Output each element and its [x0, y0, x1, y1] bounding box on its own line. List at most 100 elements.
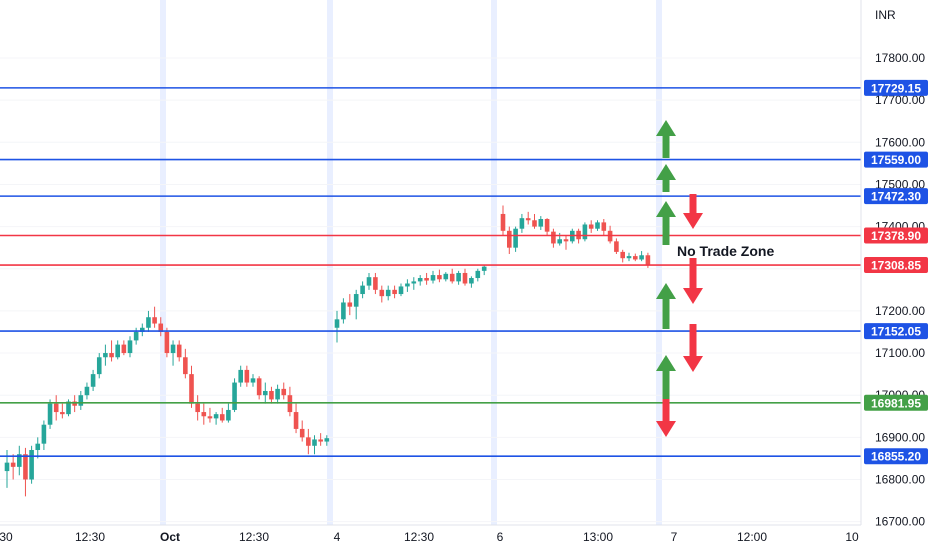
candle-body [519, 218, 525, 229]
level-label-3: 17378.90 [871, 229, 921, 243]
candle-34 [213, 412, 219, 425]
level-label-bg-7 [864, 448, 928, 465]
candle-48 [299, 420, 305, 442]
candle-10 [66, 399, 71, 417]
candle-body [614, 241, 619, 252]
level-label-bg-1 [864, 151, 928, 168]
candle-50 [312, 435, 317, 455]
candle-84 [544, 218, 550, 236]
candle-82 [532, 213, 537, 229]
candle-body [417, 278, 423, 282]
candle-body [263, 390, 268, 396]
candle-body [469, 278, 474, 284]
candle-body [449, 273, 455, 282]
candle-83 [538, 216, 544, 230]
candle-33 [207, 407, 213, 423]
x-tick-10: 10 [845, 530, 859, 544]
candle-body [318, 439, 323, 442]
session-band-1 [327, 0, 333, 525]
candle-7 [47, 399, 53, 429]
candle-body [334, 319, 340, 328]
y-tick-10: 16800.00 [875, 473, 925, 487]
candle-20 [127, 336, 133, 358]
candle-70 [443, 272, 449, 282]
candle-body [601, 222, 607, 231]
candle-body [195, 403, 200, 413]
candle-body [35, 443, 41, 450]
candle-19 [121, 340, 127, 356]
candle-87 [563, 235, 569, 250]
candle-67 [424, 272, 429, 285]
x-tick-2: Oct [160, 530, 180, 544]
candle-72 [456, 270, 461, 285]
candle-24 [152, 306, 157, 328]
candle-32 [201, 403, 207, 425]
candle-body [127, 340, 133, 354]
candle-58 [366, 272, 372, 290]
candle-47 [293, 403, 299, 434]
candle-body [392, 289, 397, 295]
level-label-2: 17472.30 [871, 190, 921, 204]
candle-4 [29, 445, 34, 484]
candle-body [238, 369, 243, 383]
candle-body [164, 331, 170, 354]
candle-92 [595, 220, 600, 231]
time-axis[interactable]: 30 12:30 Oct 12:30 4 12:30 6 13:00 7 12:00 10 [0, 530, 859, 544]
candle-body [256, 378, 262, 396]
candle-body [405, 283, 410, 287]
candle-25 [158, 317, 164, 337]
candle-5 [35, 437, 41, 459]
candle-body [639, 255, 644, 260]
grid-lines [0, 57, 861, 523]
currency-label: INR [875, 8, 896, 22]
candle-body [66, 401, 71, 415]
candle-body [645, 255, 651, 265]
candle-46 [287, 386, 293, 417]
arrow-down-0 [683, 194, 703, 229]
level-lines [0, 87, 861, 458]
candle-body [513, 228, 518, 248]
candle-36 [226, 403, 231, 423]
candle-body [299, 428, 305, 438]
y-tick-0: 17800.00 [875, 51, 925, 65]
candle-body [360, 285, 365, 295]
level-label-bg-2 [864, 188, 928, 205]
candle-body [385, 289, 391, 297]
candle-body [170, 344, 176, 354]
candle-body [140, 327, 145, 332]
candle-body [201, 412, 207, 417]
candle-body [353, 294, 359, 307]
candle-75 [475, 268, 481, 282]
y-tick-3: 17500.00 [875, 177, 925, 191]
candle-body [312, 439, 317, 446]
y-tick-6: 17200.00 [875, 304, 925, 318]
level-label-bg-0 [864, 79, 928, 96]
candle-body [226, 409, 231, 421]
candle-body [250, 378, 256, 383]
candle-body [398, 286, 404, 295]
candle-29 [183, 348, 188, 379]
candle-44 [275, 384, 280, 404]
candle-28 [176, 340, 182, 362]
candle-21 [133, 327, 139, 345]
x-tick-7: 13:00 [583, 530, 613, 544]
candle-body [551, 231, 556, 244]
candle-body [103, 353, 108, 358]
level-label-bg-3 [864, 227, 928, 244]
candle-26 [164, 327, 170, 358]
candle-body [456, 272, 461, 282]
arrow-up-2 [656, 201, 676, 245]
candle-body [443, 273, 449, 280]
arrow-down-3 [656, 399, 676, 437]
candle-55 [347, 294, 353, 316]
candle-body [207, 416, 213, 419]
candle-6 [41, 420, 47, 450]
arrow-up-4 [656, 355, 676, 399]
candle-body [379, 289, 385, 297]
candle-body [176, 344, 182, 358]
candle-30 [189, 365, 194, 408]
x-tick-4: 4 [334, 530, 341, 544]
candle-68 [430, 270, 436, 284]
candle-64 [405, 279, 410, 292]
